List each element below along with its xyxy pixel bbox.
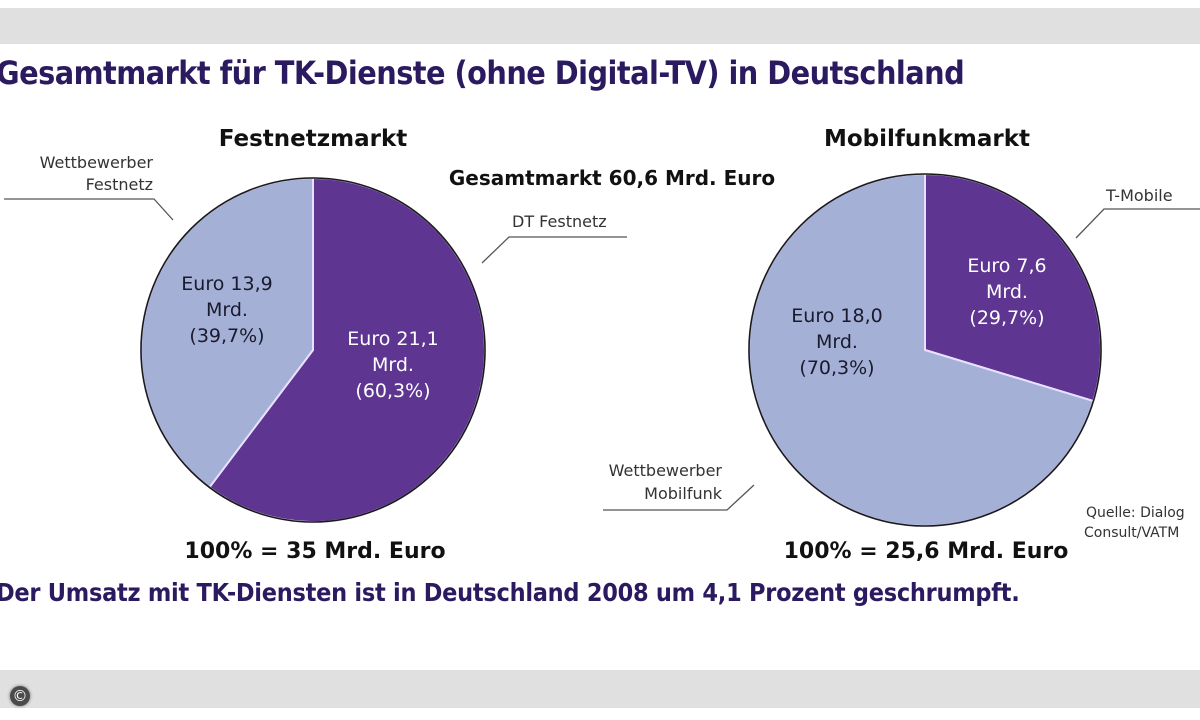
slice-label-wettbewerber-festnetz-line1: Euro 13,9 xyxy=(181,273,272,295)
slice-label-dt-festnetz-line3: (60,3%) xyxy=(355,380,430,402)
pie-title-festnetz: Festnetzmarkt xyxy=(219,126,408,152)
pie-outline xyxy=(140,177,486,523)
footer-caption: Der Umsatz mit TK-Diensten ist in Deutsc… xyxy=(0,578,1020,607)
slice-label-wettbewerber-mobilfunk-line3: (70,3%) xyxy=(799,357,874,379)
slice-label-wettbewerber-mobilfunk-line2: Mrd. xyxy=(816,331,858,353)
callout-line-wettbewerber-festnetz xyxy=(4,198,174,221)
slice-label-t-mobile-line1: Euro 7,6 xyxy=(967,255,1046,277)
slice-label-wettbewerber-festnetz-line3: (39,7%) xyxy=(189,325,264,347)
slice-label-wettbewerber-mobilfunk-line1: Euro 18,0 xyxy=(791,305,882,327)
slice-label-dt-festnetz-line2: Mrd. xyxy=(372,354,414,376)
top-band xyxy=(0,8,1200,44)
pie-mobilfunk: Mobilfunkmarkt Euro 7,6 Mrd. (29,7%) Euro 1… xyxy=(603,126,1200,564)
callout-t-mobile: T-Mobile xyxy=(1105,186,1173,205)
source-line2: Consult/VATM xyxy=(1084,525,1179,541)
callout-wettbewerber-mobilfunk-line2: Mobilfunk xyxy=(644,484,723,503)
pie-total-festnetz: 100% = 35 Mrd. Euro xyxy=(184,539,445,564)
callout-line-dt-festnetz xyxy=(481,236,627,264)
pie-total-mobilfunk: 100% = 25,6 Mrd. Euro xyxy=(784,539,1069,564)
chart-title: Gesamtmarkt für TK-Dienste (ohne Digital… xyxy=(0,54,965,92)
grand-total: Gesamtmarkt 60,6 Mrd. Euro xyxy=(449,166,775,190)
pie-title-mobilfunk: Mobilfunkmarkt xyxy=(824,126,1030,152)
slice-label-dt-festnetz-line1: Euro 21,1 xyxy=(347,328,438,350)
bottom-band xyxy=(0,670,1200,708)
callout-dt-festnetz: DT Festnetz xyxy=(512,212,607,231)
callout-wettbewerber-mobilfunk-line1: Wettbewerber xyxy=(609,461,723,480)
callout-wettbewerber-festnetz-line1: Wettbewerber xyxy=(40,153,154,172)
slice-label-t-mobile-line2: Mrd. xyxy=(986,281,1028,303)
source-line1: Quelle: Dialog xyxy=(1086,505,1185,521)
pie-festnetz: Festnetzmarkt Euro 21,1 Mrd. (60,3%) Euro 1… xyxy=(4,126,627,564)
callout-wettbewerber-festnetz-line2: Festnetz xyxy=(86,175,153,194)
pie0-slices: Euro 21,1 Mrd. (60,3%) Euro 13,9 Mrd. (39,7%) xyxy=(140,176,486,523)
slice-label-wettbewerber-festnetz-line2: Mrd. xyxy=(206,299,248,321)
callout-line-wettbewerber-mobilfunk xyxy=(603,484,755,511)
callout-line-t-mobile xyxy=(1075,208,1200,239)
pie-outline xyxy=(748,173,1102,527)
copyright-icon: © xyxy=(10,686,30,706)
pie1-slices: Euro 7,6 Mrd. (29,7%) Euro 18,0 Mrd. (70,3%) xyxy=(748,172,1102,527)
slice-label-t-mobile-line3: (29,7%) xyxy=(969,307,1044,329)
